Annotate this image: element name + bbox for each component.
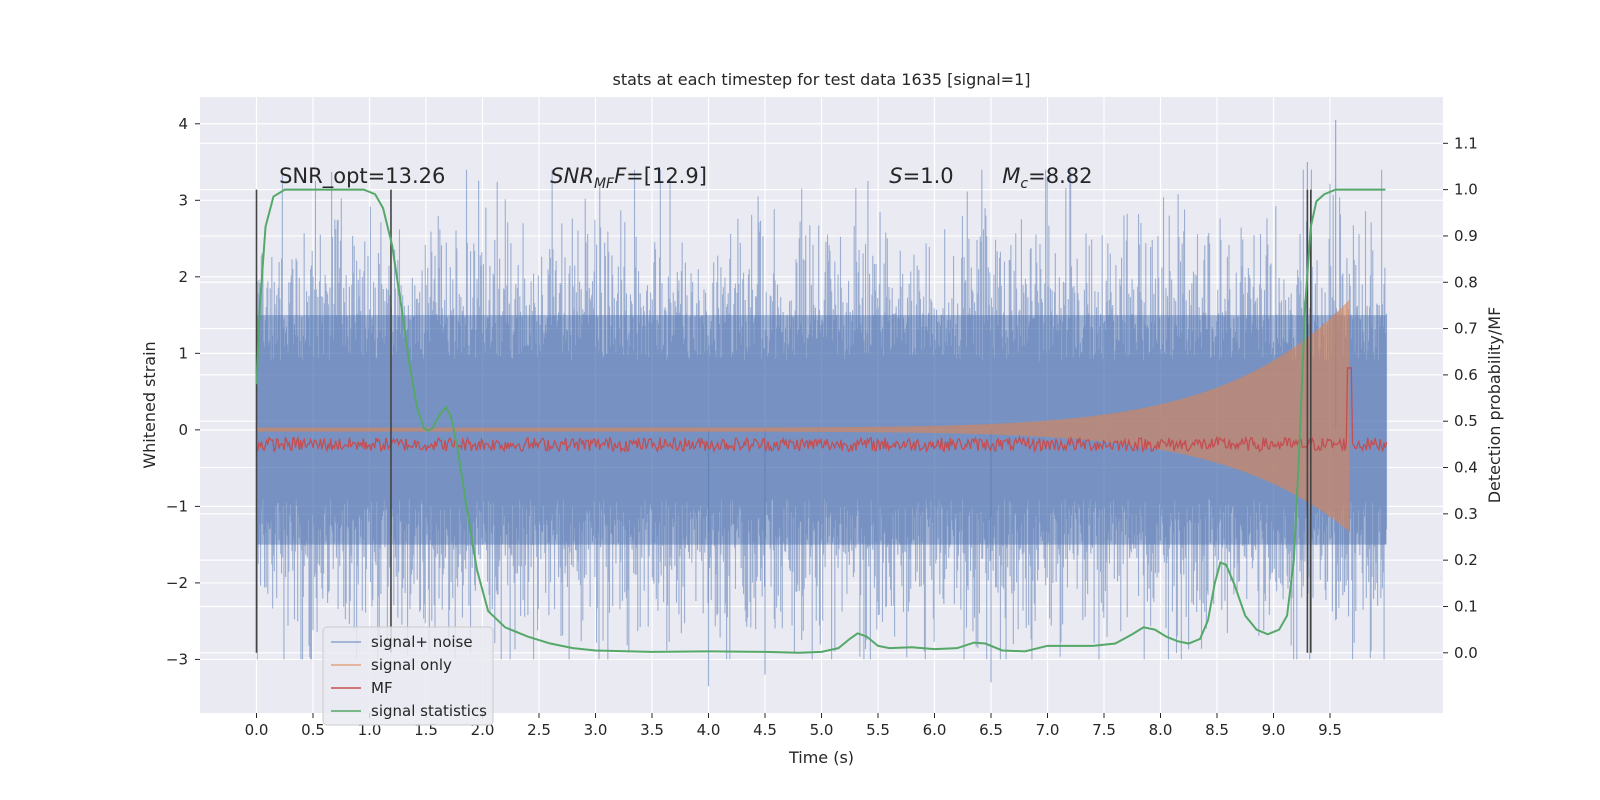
x-tick-label: 6.0	[923, 721, 947, 739]
annotation-s-value: =1.0	[903, 164, 954, 188]
x-tick-label: 4.5	[753, 721, 777, 739]
plot-series	[255, 119, 1388, 687]
legend-entry-signal-noise: signal+ noise	[331, 633, 473, 651]
x-tick-label: 5.0	[810, 721, 834, 739]
annotation-snr-opt: SNR_opt=13.26	[279, 164, 445, 189]
x-tick-label: 8.5	[1205, 721, 1229, 739]
y-right-tick-label: 0.1	[1454, 597, 1478, 615]
annotation-snr-mf-value: =[12.9]	[626, 164, 707, 188]
legend-entry-signal-only: signal only	[331, 656, 452, 674]
y-axis-left-label: Whitened strain	[140, 341, 159, 468]
chart-title: stats at each timestep for test data 163…	[612, 70, 1030, 89]
x-tick-label: 7.5	[1092, 721, 1116, 739]
y-left-tick-label: −2	[166, 574, 188, 592]
x-tick-label: 0.5	[301, 721, 325, 739]
y-left-tick-label: −1	[166, 497, 188, 515]
legend-label-signal-statistics: signal statistics	[371, 702, 487, 720]
annotation-mc-value: =8.82	[1028, 164, 1092, 188]
x-axis-label: Time (s)	[788, 748, 854, 767]
y-right-tick-label: 0.6	[1454, 366, 1478, 384]
x-tick-label: 0.0	[245, 721, 269, 739]
y-axis-right-label: Detection probability/MF	[1485, 307, 1504, 504]
legend-label-signal-only: signal only	[371, 656, 452, 674]
x-tick-label: 4.0	[697, 721, 721, 739]
annotation-s: S=1.0	[889, 164, 953, 188]
x-tick-label: 6.5	[979, 721, 1003, 739]
mf-trace	[255, 367, 1388, 454]
series-signal-only	[256, 299, 1350, 532]
x-tick-label: 7.0	[1036, 721, 1060, 739]
series-mf	[255, 367, 1388, 454]
y-right-tick-label: 0.8	[1454, 273, 1478, 291]
y-left-tick-label: 0	[178, 421, 188, 439]
x-tick-label: 9.0	[1262, 721, 1286, 739]
x-tick-label: 5.5	[866, 721, 890, 739]
x-tick-label: 3.5	[640, 721, 664, 739]
y-left-tick-label: 3	[178, 191, 188, 209]
legend-label-mf: MF	[371, 679, 393, 697]
y-right-tick-label: 0.0	[1454, 644, 1478, 662]
y-left-tick-label: 4	[178, 115, 188, 133]
y-left-tick-label: 1	[178, 344, 188, 362]
y-right-tick-label: 1.1	[1454, 134, 1478, 152]
legend-box	[322, 626, 494, 726]
annotation-snr-mf: SNRMFF=[12.9]	[550, 164, 707, 192]
signal-only-envelope	[256, 299, 1350, 532]
y-right-tick-label: 0.9	[1454, 227, 1478, 245]
x-tick-label: 9.5	[1318, 721, 1342, 739]
y-right-tick-label: 0.3	[1454, 505, 1478, 523]
y-left-tick-label: 2	[178, 268, 188, 286]
legend-label-signal-noise: signal+ noise	[371, 633, 473, 651]
x-tick-label: 8.0	[1149, 721, 1173, 739]
y-right-tick-label: 1.0	[1454, 181, 1478, 199]
y-left-tick-label: −3	[166, 650, 188, 668]
legend-entry-signal-statistics: signal statistics	[331, 702, 487, 720]
y-right-tick-label: 0.5	[1454, 412, 1478, 430]
annotation-mc: Mc=8.82	[1002, 164, 1092, 192]
series-signal-statistics	[255, 188, 1386, 654]
y-right-tick-label: 0.2	[1454, 551, 1478, 569]
x-tick-label: 3.0	[584, 721, 608, 739]
legend: signal+ noise signal only MF signal stat…	[322, 626, 494, 726]
x-tick-label: 2.5	[527, 721, 551, 739]
y-right-tick-label: 0.4	[1454, 459, 1478, 477]
y-right-tick-label: 0.7	[1454, 320, 1478, 338]
legend-entry-mf: MF	[331, 679, 393, 697]
signal-statistics-trace	[255, 188, 1386, 654]
